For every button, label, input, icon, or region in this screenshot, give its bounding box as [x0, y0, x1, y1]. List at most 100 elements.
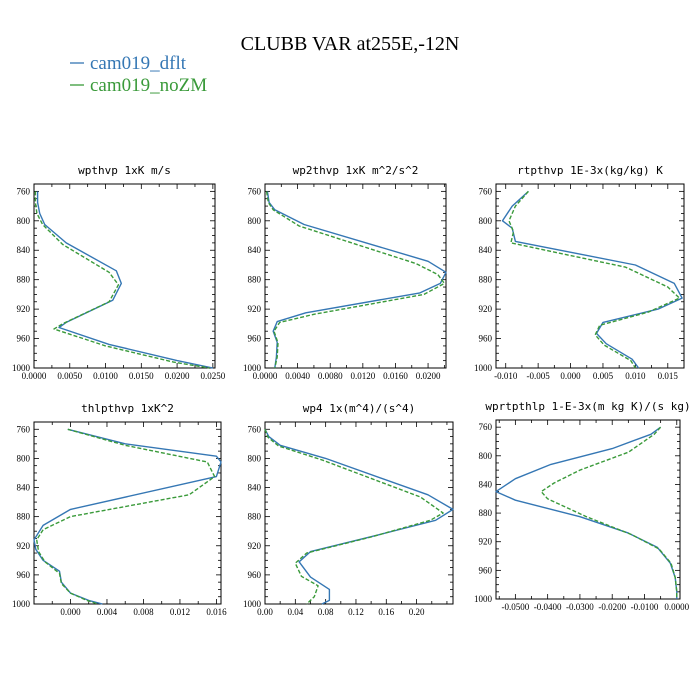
- x-tick-label: 0.008: [133, 607, 154, 617]
- plot-frame: [33, 421, 222, 605]
- y-tick-label: 760: [248, 424, 262, 434]
- y-tick-label: 960: [248, 334, 262, 344]
- y-tick-label: 920: [248, 304, 262, 314]
- y-tick-label: 880: [17, 275, 31, 285]
- legend-label-cam019-dflt: cam019_dflt: [90, 53, 187, 74]
- y-tick-label: 1000: [474, 594, 493, 604]
- y-tick-label: 800: [479, 451, 493, 461]
- y-tick-label: 800: [17, 453, 31, 463]
- series-line-cam019-dflt: [33, 428, 222, 605]
- plot-frame: [33, 183, 216, 369]
- series-line-cam019-nozm: [34, 191, 210, 369]
- y-tick-label: 840: [248, 245, 262, 255]
- x-tick-label: -0.0100: [631, 602, 659, 612]
- y-tick-label: 840: [17, 483, 31, 493]
- panel-3: rtpthvp 1E-3x(kg/kg) K 760 800 840 880 920 960…: [474, 164, 685, 381]
- y-tick-label: 920: [479, 304, 493, 314]
- panel-title: rtpthvp 1E-3x(kg/kg) K: [517, 164, 663, 177]
- x-tick-label: 0.0000: [22, 371, 47, 381]
- panels: wpthvp 1xK m/s76080084088092096010000.00…: [12, 164, 691, 617]
- y-tick-label: 1000: [474, 363, 493, 373]
- y-tick-label: 920: [479, 537, 493, 547]
- series-line-cam019-nozm: [508, 190, 681, 369]
- x-tick-label: 0.016: [206, 607, 227, 617]
- y-tick-label: 960: [17, 570, 31, 580]
- x-tick-label: 0.000: [560, 371, 581, 381]
- y-tick-label: 920: [17, 304, 31, 314]
- y-tick-label: 960: [479, 334, 493, 344]
- panel-title: wp4 1x(m^4)/(s^4): [303, 402, 416, 415]
- y-tick-label: 880: [479, 508, 493, 518]
- y-tick-label: 840: [479, 245, 493, 255]
- y-tick-label: 1000: [243, 599, 262, 609]
- x-tick-label: 0.004: [97, 607, 118, 617]
- y-tick-label: 800: [248, 453, 262, 463]
- series-line-cam019-dflt: [266, 191, 447, 369]
- x-tick-label: 0.00: [257, 607, 273, 617]
- x-tick-label: -0.005: [527, 371, 551, 381]
- x-tick-label: -0.0200: [598, 602, 626, 612]
- y-tick-label: 840: [479, 479, 493, 489]
- x-tick-label: -0.0500: [501, 602, 529, 612]
- y-tick-label: 960: [17, 334, 31, 344]
- y-tick-label: 880: [248, 512, 262, 522]
- x-tick-label: 0.20: [409, 607, 425, 617]
- series-line-cam019-nozm: [265, 191, 446, 369]
- x-tick-label: 0.0150: [129, 371, 154, 381]
- x-tick-label: 0.0200: [416, 371, 441, 381]
- y-tick-label: 1000: [243, 363, 262, 373]
- x-tick-label: 0.0080: [318, 371, 343, 381]
- plot-frame: [264, 421, 454, 605]
- panel-5: wp4 1x(m^4)/(s^4)76080084088092096010000…: [243, 402, 454, 617]
- x-tick-label: 0.005: [593, 371, 614, 381]
- y-tick-label: 960: [248, 570, 262, 580]
- panel-1: wpthvp 1xK m/s76080084088092096010000.00…: [12, 164, 226, 381]
- panel-title: wprtpthlp 1-E-3x(m kg K)/(s kg): [485, 400, 690, 413]
- x-tick-label: 0.0250: [200, 371, 225, 381]
- series-line-cam019-dflt: [264, 428, 454, 605]
- x-tick-label: 0.0050: [57, 371, 82, 381]
- panel-title: thlpthvp 1xK^2: [81, 402, 174, 415]
- figure-title: CLUBB VAR at255E,-12N: [241, 33, 460, 55]
- y-tick-label: 760: [17, 186, 31, 196]
- x-tick-label: 0.0000: [664, 602, 689, 612]
- x-tick-label: 0.0200: [165, 371, 190, 381]
- x-tick-label: 0.0100: [93, 371, 118, 381]
- x-tick-label: 0.0120: [350, 371, 375, 381]
- y-tick-label: 880: [17, 512, 31, 522]
- y-tick-label: 800: [17, 216, 31, 226]
- panel-4: thlpthvp 1xK^2 760 800 840 880 920 960 1000 0.00…: [12, 402, 227, 617]
- legend: cam019_dflt cam019_noZM: [70, 53, 207, 96]
- panel-2: wp2thvp 1xK m^2/s^2 760 800 840 880 920 960 100…: [243, 164, 447, 381]
- y-tick-label: 1000: [12, 599, 31, 609]
- y-tick-label: 880: [479, 275, 493, 285]
- y-tick-label: 920: [17, 541, 31, 551]
- y-tick-label: 880: [248, 275, 262, 285]
- x-tick-label: 0.04: [287, 607, 303, 617]
- x-tick-label: -0.0400: [534, 602, 562, 612]
- y-tick-label: 960: [479, 565, 493, 575]
- x-tick-label: 0.012: [170, 607, 190, 617]
- y-tick-label: 760: [479, 422, 493, 432]
- plot-frame: [495, 419, 681, 600]
- y-tick-label: 840: [248, 483, 262, 493]
- x-tick-label: 0.000: [60, 607, 81, 617]
- y-tick-label: 760: [479, 186, 493, 196]
- y-tick-label: 920: [248, 541, 262, 551]
- x-tick-label: 0.0160: [383, 371, 408, 381]
- panel-title: wp2thvp 1xK m^2/s^2: [293, 164, 419, 177]
- series-line-cam019-dflt: [36, 191, 214, 369]
- series-line-cam019-nozm: [36, 428, 216, 605]
- y-tick-label: 800: [248, 216, 262, 226]
- y-tick-label: 800: [479, 216, 493, 226]
- legend-label-cam019-nozm: cam019_noZM: [90, 75, 207, 96]
- y-tick-label: 1000: [12, 363, 31, 373]
- x-tick-label: 0.16: [378, 607, 394, 617]
- panel-6: wprtpthlp 1-E-3x(m kg K)/(s kg) 760 800 840…: [474, 400, 691, 612]
- series-line-cam019-nozm: [540, 426, 678, 599]
- series-line-cam019-nozm: [264, 429, 444, 605]
- x-tick-label: 0.0040: [285, 371, 310, 381]
- series-line-cam019-dflt: [495, 426, 678, 599]
- x-tick-label: 0.0000: [253, 371, 278, 381]
